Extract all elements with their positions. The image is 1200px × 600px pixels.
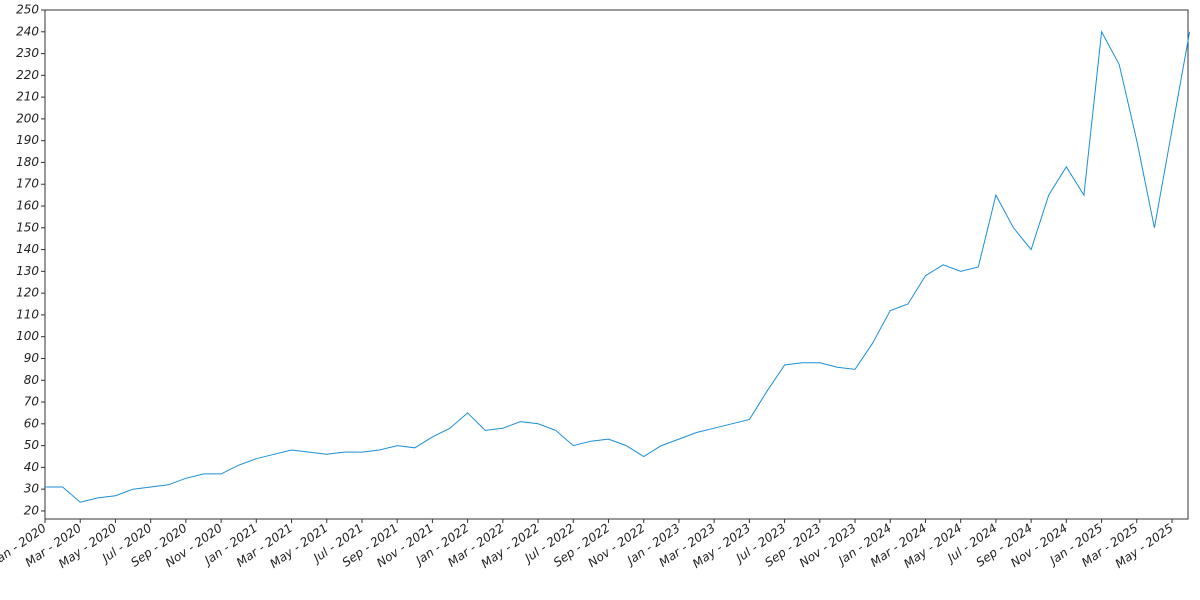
plot-frame [44,9,1189,520]
y-tick-label: 240 [16,24,39,38]
y-tick-label: 50 [24,438,40,452]
y-tick-label: 110 [16,307,39,321]
y-tick-label: 90 [24,351,40,365]
y-tick-label: 230 [16,46,39,60]
y-tick-label: 190 [16,133,39,147]
y-tick-label: 70 [24,395,40,409]
y-tick-label: 100 [16,329,39,343]
price-line [45,30,1191,503]
y-tick-label: 80 [24,373,40,387]
y-tick-label: 120 [16,286,39,300]
y-tick-label: 220 [16,68,39,82]
y-tick-label: 170 [16,177,39,191]
y-tick-label: 40 [24,460,40,474]
y-tick-label: 20 [24,503,40,517]
y-tick-label: 200 [16,111,39,125]
y-tick-label: 130 [16,264,39,278]
y-tick-label: 180 [16,155,39,169]
y-tick-label: 60 [24,416,40,430]
y-tick-label: 160 [16,199,39,213]
y-tick-label: 150 [16,220,39,234]
y-tick-label: 30 [24,482,40,496]
y-tick-label: 210 [16,90,39,104]
y-tick-label: 140 [16,242,39,256]
y-tick-label: 250 [16,3,39,17]
